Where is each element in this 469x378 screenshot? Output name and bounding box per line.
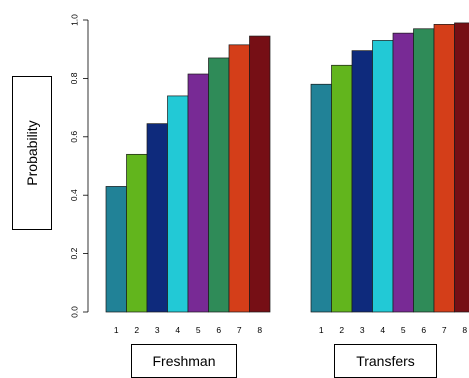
bar-freshman-1: [106, 186, 127, 312]
bar-transfers-7: [434, 24, 455, 312]
y-axis-label: Probability: [24, 120, 40, 185]
y-tick-label: 0.4: [69, 189, 79, 201]
y-tick-label: 0.2: [69, 247, 79, 259]
x-tick-label: 7: [237, 325, 242, 335]
y-axis-label-box: Probability: [12, 76, 52, 230]
y-tick-label: 1.0: [69, 14, 79, 26]
panel-label-transfers: Transfers: [334, 344, 437, 378]
bar-freshman-7: [229, 45, 250, 312]
x-tick-label: 4: [175, 325, 180, 335]
y-tick-label: 0.6: [69, 131, 79, 143]
bar-transfers-2: [332, 65, 353, 312]
x-tick-label: 5: [401, 325, 406, 335]
x-tick-label: 2: [339, 325, 344, 335]
x-tick-label: 1: [114, 325, 119, 335]
bar-transfers-8: [455, 23, 469, 312]
x-tick-label: 7: [442, 325, 447, 335]
panel-label-freshman: Freshman: [131, 344, 237, 378]
x-tick-label: 6: [216, 325, 221, 335]
x-tick-label: 3: [360, 325, 365, 335]
x-tick-label: 3: [155, 325, 160, 335]
y-tick-label: 0.8: [69, 72, 79, 84]
chart-canvas: 0.0 0.2 0.4 0.6 0.8 1.0 1 2 3 4 5 6 7 8 1 2 3 4 5 6 7 8: [0, 0, 469, 369]
bar-freshman-3: [147, 124, 168, 312]
bar-freshman-6: [209, 58, 230, 312]
bar-freshman-5: [188, 74, 209, 312]
x-tick-label: 8: [257, 325, 262, 335]
x-tick-label: 6: [421, 325, 426, 335]
bar-freshman-2: [127, 154, 148, 312]
bar-transfers-5: [393, 33, 414, 312]
y-axis: 0.0 0.2 0.4 0.6 0.8 1.0: [69, 14, 88, 318]
x-tick-labels: 1 2 3 4 5 6 7 8 1 2 3 4 5 6 7 8: [114, 325, 468, 335]
bars-group: [106, 23, 469, 312]
y-tick-label: 0.0: [69, 306, 79, 318]
bar-transfers-6: [414, 29, 435, 312]
x-tick-label: 5: [196, 325, 201, 335]
x-tick-label: 1: [319, 325, 324, 335]
bar-transfers-1: [311, 84, 332, 312]
x-tick-label: 4: [380, 325, 385, 335]
x-tick-label: 2: [134, 325, 139, 335]
bar-transfers-3: [352, 51, 373, 312]
bar-freshman-4: [168, 96, 189, 312]
bar-freshman-8: [250, 36, 271, 312]
bar-transfers-4: [373, 40, 394, 312]
x-tick-label: 8: [462, 325, 467, 335]
